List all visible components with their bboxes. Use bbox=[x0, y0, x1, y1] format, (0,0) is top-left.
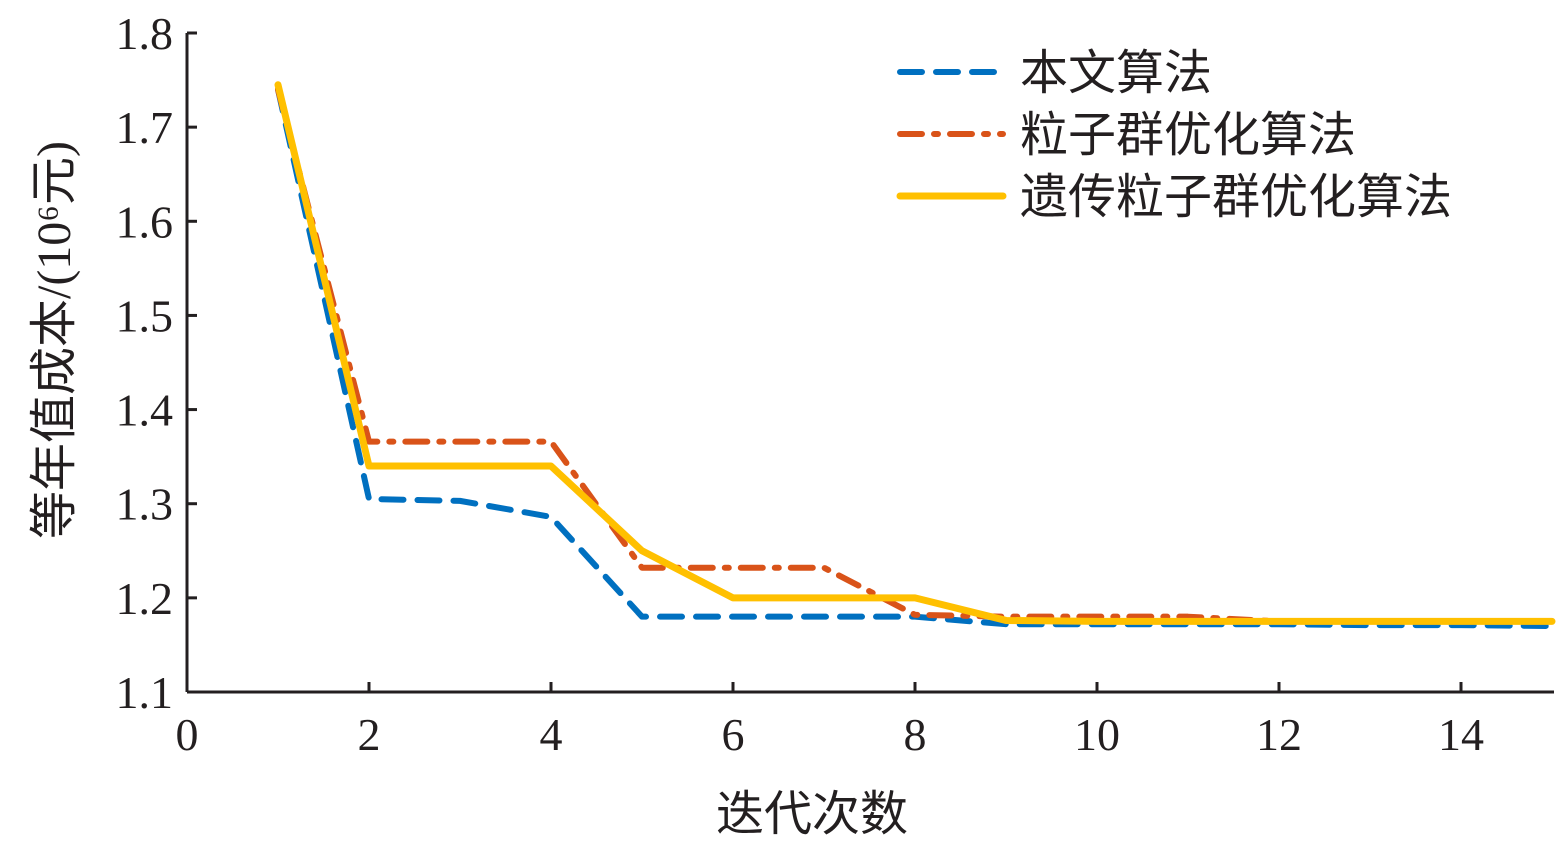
y-tick-label: 1.7 bbox=[116, 102, 174, 153]
series-line-1 bbox=[275, 86, 1555, 625]
series-line-0 bbox=[275, 86, 1555, 630]
x-tick-label: 12 bbox=[1256, 709, 1302, 760]
x-axis-label: 迭代次数 bbox=[716, 788, 908, 841]
y-tick-label: 1.6 bbox=[116, 196, 174, 247]
x-tick-label: 10 bbox=[1074, 709, 1120, 760]
y-ticks: 1.1 1.2 1.3 1.4 1.5 1.6 1.7 1.8 bbox=[116, 8, 197, 718]
y-tick-label: 1.8 bbox=[116, 8, 174, 59]
x-ticks: 0 2 4 6 8 10 12 14 bbox=[176, 682, 1484, 760]
y-tick-label: 1.3 bbox=[116, 479, 174, 530]
x-tick-label: 2 bbox=[358, 709, 381, 760]
x-tick-label: 4 bbox=[540, 709, 563, 760]
x-tick-label: 0 bbox=[176, 709, 199, 760]
legend-label-1: 粒子群优化算法 bbox=[1020, 109, 1356, 162]
legend-label-2: 遗传粒子群优化算法 bbox=[1020, 171, 1452, 224]
legend-label-0: 本文算法 bbox=[1020, 47, 1212, 100]
y-tick-label: 1.4 bbox=[116, 385, 174, 436]
y-tick-label: 1.2 bbox=[116, 573, 174, 624]
x-tick-label: 6 bbox=[722, 709, 745, 760]
series-layer bbox=[274, 81, 1556, 630]
x-tick-label: 8 bbox=[904, 709, 927, 760]
y-tick-label: 1.1 bbox=[116, 667, 174, 718]
y-tick-label: 1.5 bbox=[116, 290, 174, 341]
y-axis-label: 等年值成本/(10⁶元) bbox=[28, 141, 81, 539]
x-tick-label: 14 bbox=[1438, 709, 1484, 760]
series-line-2 bbox=[274, 81, 1556, 625]
